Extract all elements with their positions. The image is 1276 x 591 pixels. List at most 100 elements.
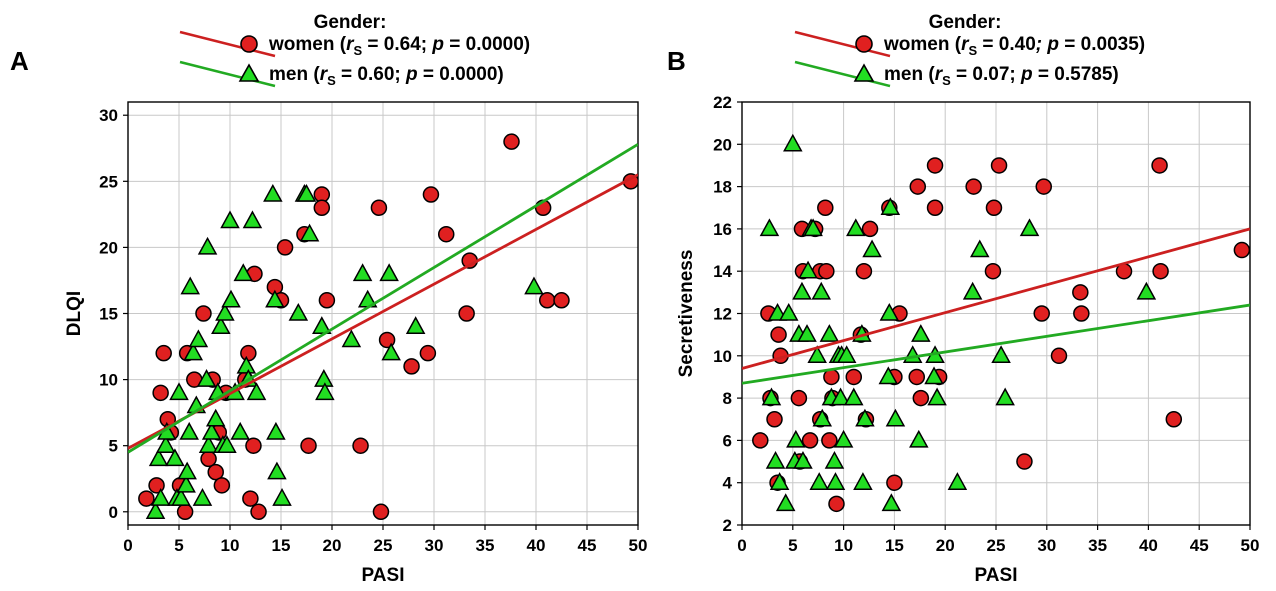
x-tick-label: 10 <box>221 536 240 555</box>
x-tick-label: 40 <box>1139 536 1158 555</box>
point-men <box>909 429 929 448</box>
point-women <box>926 199 944 216</box>
point-men <box>833 429 854 448</box>
point-men <box>242 210 263 229</box>
point-women <box>1073 305 1090 322</box>
x-tick-label: 5 <box>788 536 797 555</box>
point-men <box>246 382 267 401</box>
point-women <box>155 344 172 362</box>
point-women <box>300 437 317 454</box>
point-men <box>783 133 803 152</box>
point-women <box>419 344 437 362</box>
legend-line-men <box>179 60 276 88</box>
point-men <box>885 408 906 427</box>
y-tick-label: 4 <box>723 474 733 493</box>
legend-stat-symbol: r <box>320 64 329 85</box>
point-men <box>924 366 944 385</box>
x-tick-label: 40 <box>527 536 546 555</box>
x-tick-label: 5 <box>174 536 183 555</box>
plot-frame <box>127 101 639 526</box>
legend-stat-subscript: S <box>327 73 336 88</box>
x-tick-label: 30 <box>425 536 444 555</box>
y-tick-label: 25 <box>99 172 118 191</box>
point-women <box>245 437 262 454</box>
point-men <box>220 210 240 229</box>
legend-stat-symbol: r <box>961 34 970 55</box>
fit-line-women <box>128 173 638 450</box>
point-men <box>862 239 882 258</box>
x-tick-label: 10 <box>834 536 853 555</box>
point-men <box>812 408 833 427</box>
point-men <box>267 461 287 480</box>
legend-p-symbol: p <box>431 34 444 55</box>
point-men <box>165 448 185 467</box>
point-men <box>824 450 845 469</box>
point-men <box>188 329 209 348</box>
point-men <box>299 223 320 242</box>
legend-stat-value: = 0.64; <box>362 34 432 55</box>
x-tick-label: 0 <box>123 536 132 555</box>
y-axis-label: Secretiveness <box>676 250 697 378</box>
point-women <box>318 292 336 309</box>
point-men <box>169 382 189 401</box>
x-tick-label: 20 <box>936 536 955 555</box>
point-women <box>250 503 267 521</box>
point-men <box>855 408 875 427</box>
y-tick-label: 10 <box>99 371 118 390</box>
point-women <box>790 389 808 407</box>
point-men <box>296 183 317 202</box>
legend-series-name: women <box>883 34 949 55</box>
point-women <box>821 432 838 449</box>
point-women <box>845 368 863 386</box>
plot-frame <box>741 101 1251 526</box>
point-men <box>830 387 851 406</box>
legend-marker-men <box>238 63 260 82</box>
point-men <box>797 324 817 342</box>
point-men <box>381 342 401 361</box>
point-men <box>201 421 222 440</box>
point-women <box>313 199 331 216</box>
chart-panel-a: A Gender:women (rS = 0.64; p = 0.0000) men… <box>10 12 647 586</box>
y-tick-label: 8 <box>723 389 732 408</box>
legend-stat-subscript: S <box>353 43 362 58</box>
point-men <box>991 345 1011 364</box>
point-women <box>458 305 475 322</box>
point-men <box>180 276 200 295</box>
point-women <box>817 199 834 216</box>
point-men <box>263 183 283 202</box>
x-tick-label: 50 <box>629 536 648 555</box>
point-men <box>843 387 864 406</box>
x-tick-label: 15 <box>885 536 904 555</box>
legend-line-women <box>179 30 276 58</box>
point-women <box>276 239 294 256</box>
point-women <box>372 503 390 521</box>
point-women <box>1016 453 1033 470</box>
panel-letter: A <box>10 46 29 76</box>
point-women <box>1152 262 1169 280</box>
points-layer <box>752 133 1250 513</box>
y-tick-label: 14 <box>713 262 732 281</box>
point-men <box>205 408 226 427</box>
point-women <box>965 178 982 195</box>
point-women <box>370 199 388 216</box>
point-men <box>809 472 829 490</box>
point-men <box>183 342 204 361</box>
point-women <box>1050 347 1068 365</box>
point-women <box>985 199 1003 216</box>
x-tick-label: 50 <box>1241 536 1260 555</box>
point-men <box>221 289 241 308</box>
point-men <box>902 345 923 364</box>
legend-p-value: = 0.0035) <box>1059 34 1145 55</box>
fit-line-men <box>742 303 1250 385</box>
point-men <box>880 197 901 215</box>
panel-letter: B <box>667 46 686 76</box>
fit-line-men <box>128 143 638 454</box>
point-men <box>879 302 900 321</box>
point-women <box>138 490 155 507</box>
x-tick-label: 35 <box>476 536 495 555</box>
point-men <box>878 366 899 385</box>
point-women <box>1072 284 1089 301</box>
y-tick-label: 20 <box>99 238 118 257</box>
point-women <box>207 463 224 481</box>
point-men <box>911 324 931 342</box>
